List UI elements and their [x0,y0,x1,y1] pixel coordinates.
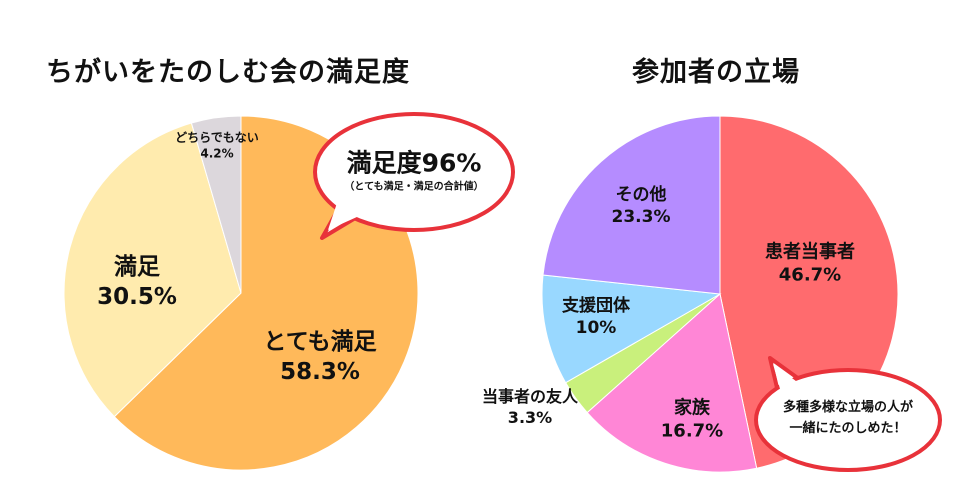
pie-slice [586,293,758,473]
bubble-text-participants: 多種多様な立場の人が 一緒にたのしめた！ [782,400,914,436]
bubble-text-satisfaction: 満足度96% （とても満足・満足の合計値） [344,148,484,192]
pie-slice [541,274,722,384]
label-friend: 当事者の友人 3.3% [481,387,579,427]
label-satisfied: 満足 30.5% [97,254,177,310]
label-neutral: どちらでもない 4.2% [175,130,259,160]
label-support-group: 支援団体 10% [562,295,630,338]
label-family: 家族 16.7% [660,397,724,442]
satisfaction-speech-bubble [313,112,515,240]
left-chart-title: ちがいをたのしむ会の満足度 [46,57,410,88]
pie-slice [190,115,242,294]
label-very-satisfied: とても満足 58.3% [263,329,377,385]
participant-speech-bubble [754,356,942,472]
label-other: その他 23.3% [611,184,671,227]
right-chart-title: 参加者の立場 [632,57,800,88]
pie-slice [63,122,242,418]
pie-slice [542,115,721,295]
label-patient: 患者当事者 46.7% [765,241,855,286]
